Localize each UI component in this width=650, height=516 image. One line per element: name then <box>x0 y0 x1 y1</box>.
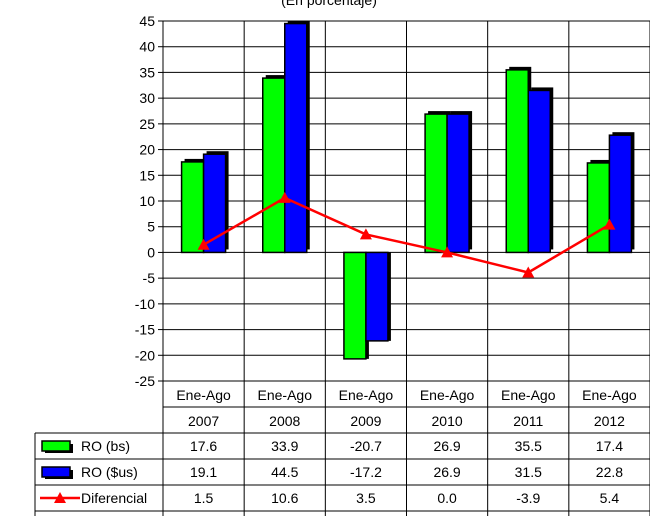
bar <box>527 89 551 254</box>
y-tick-label: -5 <box>143 270 156 286</box>
x-tick-label: 2011 <box>513 413 543 429</box>
y-tick-label: 20 <box>139 142 155 158</box>
legend-key-marker <box>54 492 66 503</box>
bar <box>343 251 367 360</box>
legend-key-shadow <box>45 477 73 479</box>
bar <box>586 162 611 254</box>
x-tick-label: 2009 <box>350 413 381 429</box>
legend-key-shadow <box>70 444 73 453</box>
bars <box>180 20 635 360</box>
y-tick-label: 40 <box>139 39 155 55</box>
data-label: 17.6 <box>190 438 217 454</box>
y-tick-label: 5 <box>147 219 155 235</box>
y-tick-label: 0 <box>147 244 155 260</box>
x-tick-label: Ene-Ago <box>420 387 475 403</box>
line-marker <box>522 266 535 278</box>
y-tick-label: 25 <box>139 116 155 132</box>
y-tick-label: -25 <box>135 373 155 389</box>
y-tick-label: -15 <box>135 322 155 338</box>
bar <box>365 251 389 342</box>
data-table: Ene-Ago 2007 Ene-Ago 2008 Ene-Ago 2009 Ene-Ago… <box>34 380 650 516</box>
grid-lines <box>158 20 650 516</box>
line-path <box>202 196 611 274</box>
line-marker <box>359 228 372 240</box>
data-label: 19.1 <box>190 464 217 480</box>
x-tick-label: 2012 <box>594 413 625 429</box>
x-tick-label: Ene-Ago <box>258 387 313 403</box>
legend-key-shadow <box>45 451 73 453</box>
x-tick-label: Ene-Ago <box>582 387 637 403</box>
data-label: 3.5 <box>356 490 376 506</box>
legend-key <box>41 440 71 452</box>
line-marker <box>278 191 291 203</box>
y-tick-label: 35 <box>139 64 155 80</box>
line-marker <box>441 246 454 258</box>
x-tick-label: Ene-Ago <box>339 387 394 403</box>
chart-subtitle: (En porcentaje) <box>281 0 377 8</box>
bar <box>424 113 448 254</box>
x-tick-label: Ene-Ago <box>501 387 556 403</box>
data-label: 10.6 <box>271 490 298 506</box>
data-label: 5.4 <box>600 490 620 506</box>
bar <box>505 69 529 254</box>
data-label: 22.8 <box>596 464 623 480</box>
data-label: 26.9 <box>433 464 460 480</box>
y-tick-label: 10 <box>139 193 155 209</box>
bar <box>446 113 470 254</box>
legend-key <box>41 466 71 478</box>
x-tick-label: Ene-Ago <box>176 387 231 403</box>
bar <box>284 22 308 254</box>
data-label: 0.0 <box>437 490 457 506</box>
legend-label: Diferencial <box>81 490 147 506</box>
bar <box>202 153 227 254</box>
data-label: -20.7 <box>350 438 382 454</box>
line-marker <box>603 218 616 230</box>
y-tick-label: 30 <box>139 90 155 106</box>
legend-label: RO (bs) <box>81 438 130 454</box>
legend-key-shadow <box>70 470 73 479</box>
diferencial-line <box>197 191 616 278</box>
y-tick-label: -20 <box>135 347 155 363</box>
bar <box>180 161 205 254</box>
data-label: -17.2 <box>350 464 382 480</box>
y-tick-label: -10 <box>135 296 155 312</box>
legend-label: RO ($us) <box>81 464 138 480</box>
data-label: 44.5 <box>271 464 298 480</box>
data-label: 35.5 <box>515 438 542 454</box>
data-label: 26.9 <box>433 438 460 454</box>
x-tick-label: 2007 <box>188 413 219 429</box>
bar <box>262 77 286 254</box>
x-tick-label: 2008 <box>269 413 300 429</box>
data-label: 1.5 <box>194 490 214 506</box>
line-marker <box>197 238 210 250</box>
y-tick-label: 45 <box>139 13 155 29</box>
data-label: 31.5 <box>515 464 542 480</box>
data-label: 33.9 <box>271 438 298 454</box>
y-tick-label: 15 <box>139 167 155 183</box>
y-axis-ticks: 45 40 35 30 25 20 15 10 5 0 -5 -10 -15 -20 -25 <box>135 13 155 389</box>
bar <box>608 134 633 254</box>
data-label: 17.4 <box>596 438 623 454</box>
x-tick-label: 2010 <box>432 413 463 429</box>
data-label: -3.9 <box>516 490 540 506</box>
